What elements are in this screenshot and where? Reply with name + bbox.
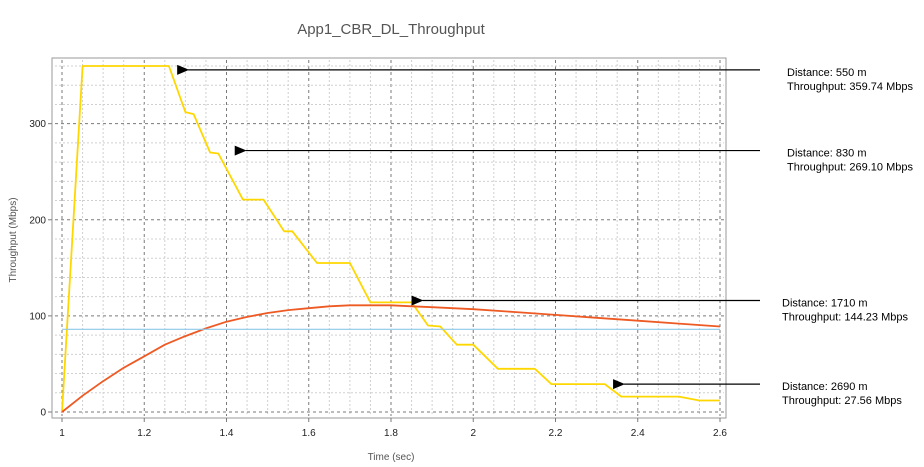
annotations: Distance: 550 m Throughput: 359.74 Mbps Di… — [177, 64, 913, 407]
y-tick-label: 300 — [29, 119, 46, 130]
annotation-throughput: Throughput: 269.10 Mbps — [787, 162, 913, 174]
y-tick-labels: 0 100 200 300 — [29, 119, 52, 419]
series-lines — [61, 65, 721, 413]
x-tick-label: 2.4 — [631, 428, 645, 439]
x-tick-label: 1.2 — [137, 428, 151, 439]
x-tick-label: 2.2 — [549, 428, 563, 439]
annotation-throughput: Throughput: 144.23 Mbps — [782, 312, 908, 324]
x-tick-label: 1.6 — [302, 428, 316, 439]
grid — [55, 60, 724, 416]
y-tick-label: 100 — [29, 311, 46, 322]
chart-title: App1_CBR_DL_Throughput — [297, 21, 485, 38]
annotation-distance: Distance: 830 m — [787, 148, 866, 160]
plot-area — [51, 57, 727, 419]
x-tick-label: 2 — [470, 428, 476, 439]
annotation-distance: Distance: 1710 m — [782, 298, 868, 310]
x-tick-label: 1 — [59, 428, 65, 439]
x-tick-label: 1.8 — [384, 428, 398, 439]
x-tick-label: 2.6 — [713, 428, 727, 439]
y-tick-label: 200 — [29, 215, 46, 226]
y-axis-label: Throughput (Mbps) — [8, 197, 19, 282]
series-line-2 — [61, 304, 721, 413]
x-tick-label: 1.4 — [220, 428, 234, 439]
annotation-throughput: Throughput: 27.56 Mbps — [782, 395, 902, 407]
annotation-distance: Distance: 550 m — [787, 67, 866, 79]
x-axis-label: Time (sec) — [368, 452, 415, 463]
axes — [51, 58, 726, 419]
annotation-distance: Distance: 2690 m — [782, 381, 868, 393]
y-tick-label: 0 — [40, 408, 46, 419]
x-tick-labels: 1 1.2 1.4 1.6 1.8 2 2.2 2.4 2.6 — [59, 418, 727, 439]
series-line-1 — [61, 65, 720, 413]
annotation-throughput: Throughput: 359.74 Mbps — [787, 81, 913, 93]
